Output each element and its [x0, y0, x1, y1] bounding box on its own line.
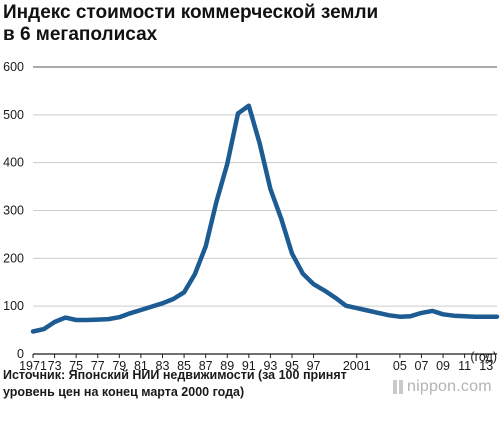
y-tick-label-600: 600 — [3, 60, 24, 74]
x-tick-label-95: 95 — [285, 359, 299, 373]
y-axis-tick-labels: 0 100 200 300 400 500 600 — [3, 60, 24, 361]
nippon-logo-icon — [393, 380, 403, 394]
y-tick-label-300: 300 — [3, 204, 24, 218]
x-tick-label-91: 91 — [242, 359, 256, 373]
x-tick-label-73: 73 — [48, 359, 62, 373]
x-tick-label-87: 87 — [199, 359, 213, 373]
y-tick-label-400: 400 — [3, 156, 24, 170]
source-note-line-2: уровень цен на конец марта 2000 года) — [3, 385, 245, 399]
x-axis-tick-labels: 1971 73 75 77 79 81 83 85 87 89 91 93 95 97 2001 05 07 09… — [19, 354, 493, 373]
x-tick-label-81: 81 — [134, 359, 148, 373]
x-tick-label-97: 97 — [307, 359, 321, 373]
x-tick-label-83: 83 — [156, 359, 170, 373]
x-axis-unit-label: (год) — [470, 350, 497, 364]
chart-title-line-1: Индекс стоимости коммерческой земли — [3, 2, 379, 23]
x-tick-label-13: 13 — [479, 359, 493, 373]
x-tick-label-1971: 1971 — [19, 359, 47, 373]
x-tick-label-85: 85 — [177, 359, 191, 373]
x-tick-label-07: 07 — [415, 359, 429, 373]
nippon-logo: nippon.com — [393, 376, 498, 398]
chart-series — [30, 103, 500, 334]
x-tick-label-77: 77 — [91, 359, 105, 373]
logo-text: nippon.com — [407, 378, 492, 395]
x-tick-label-79: 79 — [112, 359, 126, 373]
x-tick-label-89: 89 — [220, 359, 234, 373]
chart-gridlines — [33, 66, 497, 355]
x-tick-label-93: 93 — [263, 359, 277, 373]
x-tick-label-75: 75 — [69, 359, 83, 373]
chart-title-line-2: в 6 мегаполисах — [3, 24, 158, 45]
x-tick-label-2001: 2001 — [343, 359, 371, 373]
source-note: Источник: Японский НИИ недвижимости (за … — [3, 367, 393, 401]
x-tick-label-05: 05 — [393, 359, 407, 373]
line-chart: 0 100 200 300 400 500 600 1971 73 75 77 79 81 83 85 87… — [3, 60, 500, 373]
y-tick-label-200: 200 — [3, 251, 24, 265]
y-tick-label-100: 100 — [3, 299, 24, 313]
y-tick-label-0: 0 — [17, 347, 24, 361]
chart-title: Индекс стоимости коммерческой земли в 6 … — [3, 2, 483, 46]
x-tick-label-09: 09 — [436, 359, 450, 373]
source-note-line-1: Источник: Японский НИИ недвижимости (за … — [3, 368, 347, 382]
x-tick-label-11: 11 — [458, 359, 471, 373]
y-tick-label-500: 500 — [3, 108, 24, 122]
series-line-0 — [30, 103, 500, 334]
